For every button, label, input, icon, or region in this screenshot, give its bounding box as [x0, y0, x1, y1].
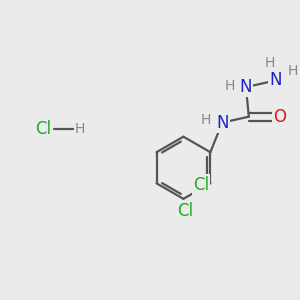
Text: O: O: [273, 108, 286, 126]
Text: H: H: [288, 64, 298, 78]
Text: Cl: Cl: [177, 202, 193, 220]
Text: H: H: [75, 122, 85, 136]
Text: N: N: [269, 71, 282, 89]
Text: H: H: [224, 79, 235, 93]
Text: H: H: [264, 56, 275, 70]
Text: H: H: [201, 113, 211, 127]
Text: N: N: [240, 78, 252, 96]
Text: Cl: Cl: [35, 120, 51, 138]
Text: N: N: [216, 114, 229, 132]
Text: Cl: Cl: [193, 176, 209, 194]
